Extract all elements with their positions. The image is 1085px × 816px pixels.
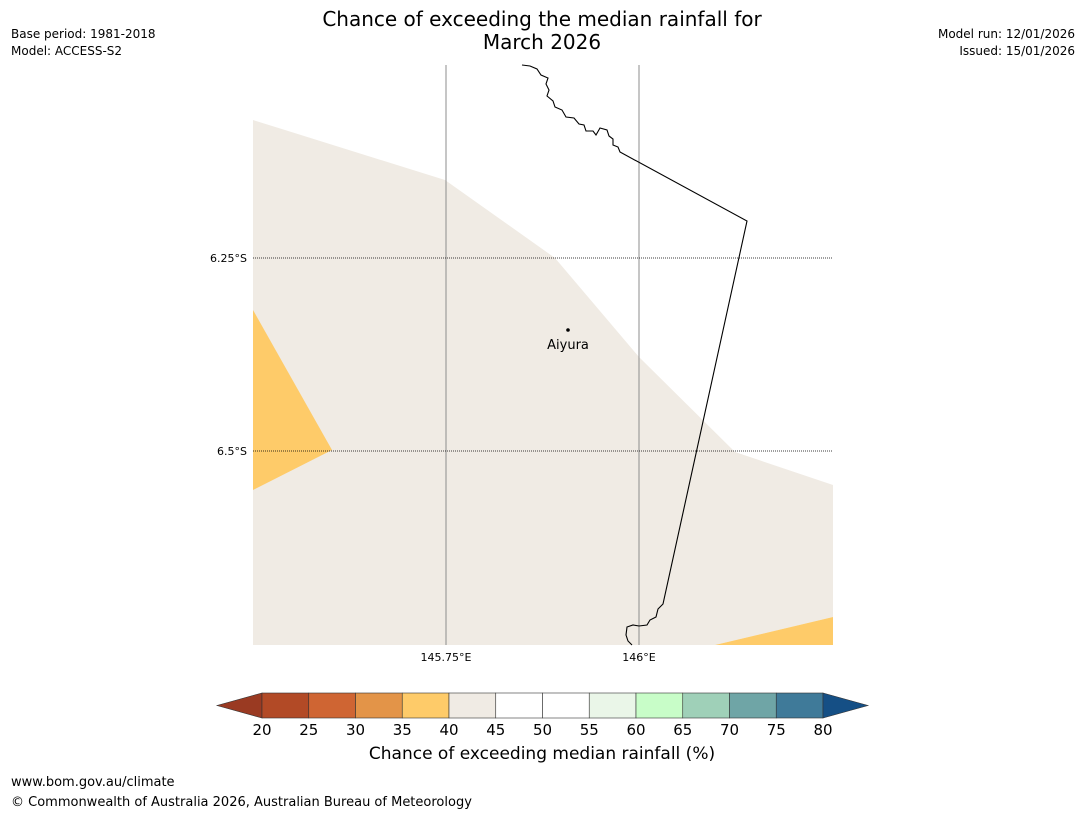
colorbar-tick-60: 60 <box>626 721 645 739</box>
colorbar-tick-70: 70 <box>720 721 739 739</box>
colorbar-bin-50-55 <box>542 692 590 719</box>
colorbar-tick-75: 75 <box>767 721 786 739</box>
footer-copyright: © Commonwealth of Australia 2026, Austra… <box>11 795 472 810</box>
colorbar-tick-45: 45 <box>486 721 505 739</box>
meta-left: Base period: 1981-2018 Model: ACCESS-S2 <box>11 26 156 60</box>
colorbar-bin-60-65 <box>635 692 684 719</box>
colorbar-bin-35-40 <box>401 692 450 719</box>
meta-right: Model run: 12/01/2026 Issued: 15/01/2026 <box>938 26 1075 60</box>
region-40-45 <box>253 120 833 645</box>
colorbar-label: Chance of exceeding median rainfall (%) <box>368 744 716 764</box>
footer-url[interactable]: www.bom.gov.au/climate <box>11 775 175 790</box>
colorbar-tick-65: 65 <box>673 721 692 739</box>
aiyura-label: Aiyura <box>547 338 589 353</box>
colorbar-tick-50: 50 <box>533 721 552 739</box>
colorbar-bin-55-60 <box>588 692 637 719</box>
base-period: Base period: 1981-2018 <box>11 27 156 41</box>
colorbar: 20 25 30 35 40 45 50 55 60 65 70 75 80 <box>215 692 870 739</box>
colorbar-tick-35: 35 <box>393 721 412 739</box>
colorbar-bin-70-75 <box>729 692 777 719</box>
aiyura-marker[interactable] <box>566 328 570 332</box>
issued-date: Issued: 15/01/2026 <box>959 44 1075 58</box>
lat-label-6-25: 6.25°S <box>210 252 247 265</box>
title-line-2: March 2026 <box>482 30 602 54</box>
colorbar-bin-30-35 <box>355 692 403 719</box>
colorbar-tick-40: 40 <box>439 721 458 739</box>
lon-label-145-75: 145.75°E <box>421 651 472 664</box>
model-run: Model run: 12/01/2026 <box>937 27 1075 41</box>
colorbar-bin-20-25 <box>261 692 310 719</box>
colorbar-bin-40-45 <box>448 692 497 719</box>
colorbar-tick-20: 20 <box>252 721 271 739</box>
map-panel[interactable]: Aiyura 6.25°S 6.5°S 145.75°E 146°E <box>210 64 833 664</box>
colorbar-bin-25-30 <box>308 692 356 719</box>
colorbar-extend-high <box>822 692 870 719</box>
colorbar-bin-75-80 <box>775 692 824 719</box>
colorbar-tick-30: 30 <box>346 721 365 739</box>
region-35-40-southeast <box>715 617 833 645</box>
province-border <box>521 64 748 646</box>
colorbar-tick-80: 80 <box>813 721 832 739</box>
lat-label-6-5: 6.5°S <box>217 445 247 458</box>
model-name: Model: ACCESS-S2 <box>11 44 123 58</box>
colorbar-extend-low <box>215 692 263 719</box>
region-35-40-west <box>253 310 332 490</box>
colorbar-bin-45-50 <box>495 692 543 719</box>
lon-label-146: 146°E <box>622 651 655 664</box>
title-line-1: Chance of exceeding the median rainfall … <box>322 7 762 31</box>
map-title: Chance of exceeding the median rainfall … <box>242 8 842 54</box>
colorbar-bin-65-70 <box>682 692 730 719</box>
colorbar-tick-55: 55 <box>580 721 599 739</box>
colorbar-tick-25: 25 <box>299 721 318 739</box>
